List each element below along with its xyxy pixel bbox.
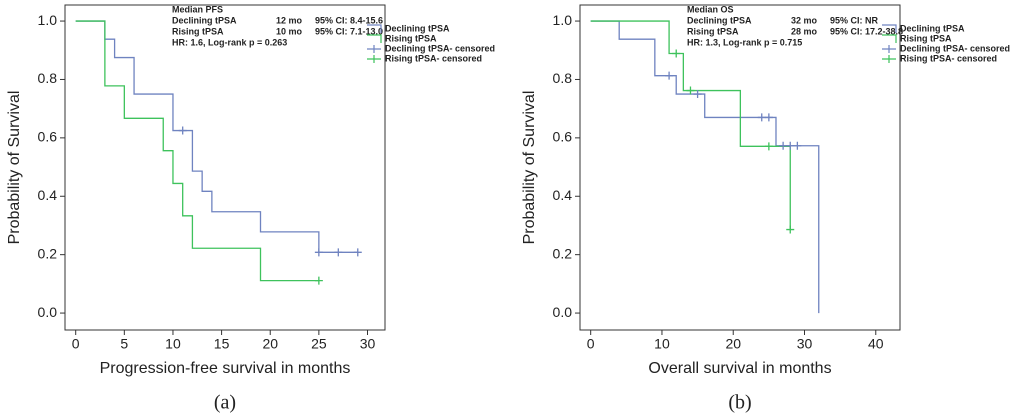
censor-mark	[334, 248, 343, 257]
annotation-cell: 10 mo	[276, 26, 303, 36]
survival-curve	[590, 20, 791, 230]
legend-icon	[367, 24, 382, 33]
y-tick-label: 0.6	[38, 129, 58, 145]
annotation-title: Median OS	[687, 4, 734, 14]
x-tick-label: 5	[120, 336, 128, 352]
y-tick-label: 0.8	[553, 70, 573, 86]
y-tick-label: 0.8	[38, 70, 58, 86]
annotation-cell: 95% CI: NR	[830, 15, 879, 25]
x-tick-label: 0	[587, 336, 595, 352]
annotation-footer: HR: 1.6, Log-rank p = 0.263	[172, 37, 287, 47]
censor-mark	[665, 71, 674, 80]
x-tick-label: 30	[797, 336, 813, 352]
x-tick-label: 30	[360, 336, 376, 352]
censor-mark	[786, 141, 795, 150]
censor-mark	[686, 86, 695, 95]
legend-label: Rising tPSA- censored	[900, 53, 997, 63]
y-axis-label: Probability of Survival	[6, 91, 23, 245]
legend-icon	[367, 34, 382, 43]
censor-mark	[314, 276, 323, 285]
y-tick-label: 0.2	[553, 245, 573, 261]
censor-mark	[793, 141, 802, 150]
y-tick-label: 1.0	[38, 12, 58, 28]
censor-mark	[353, 248, 362, 257]
censor-mark	[178, 126, 187, 135]
x-tick-label: 40	[868, 336, 884, 352]
caption: (a)	[214, 392, 236, 414]
y-tick-label: 0.0	[553, 304, 573, 320]
y-tick-label: 0.0	[38, 304, 58, 320]
legend-label: Rising tPSA- censored	[385, 53, 482, 63]
legend-icon	[882, 45, 896, 53]
censor-mark	[693, 90, 702, 99]
censor-mark	[314, 248, 323, 257]
censor-mark	[779, 141, 788, 150]
x-axis-label: Progression-free survival in months	[100, 360, 351, 377]
legend-icon	[367, 45, 381, 53]
censor-mark	[764, 142, 773, 151]
censor-mark	[764, 113, 773, 122]
caption: (b)	[728, 392, 751, 414]
annotation-cell: 28 mo	[791, 26, 818, 36]
annotation-cell: Rising tPSA	[687, 26, 739, 36]
annotation-cell: 95% CI: 17.2-38.8	[830, 26, 903, 36]
censor-mark	[786, 225, 795, 234]
censor-mark	[672, 49, 681, 58]
legend-label: Declining tPSA- censored	[900, 43, 1010, 53]
survival-curve	[75, 20, 319, 282]
x-tick-label: 20	[262, 336, 278, 352]
x-tick-label: 0	[72, 336, 80, 352]
annotation-cell: 95% CI: 7.1-13.0	[315, 26, 383, 36]
legend-label: Rising tPSA	[385, 33, 437, 43]
survival-curve	[590, 20, 820, 314]
annotation-cell: Rising tPSA	[172, 26, 224, 36]
legend-label: Declining tPSA	[900, 23, 965, 33]
x-axis-label: Overall survival in months	[648, 360, 831, 377]
legend-label: Rising tPSA	[900, 33, 952, 43]
legend-icon	[367, 55, 381, 63]
survival-curve	[75, 20, 358, 253]
x-tick-label: 10	[165, 336, 181, 352]
annotation-footer: HR: 1.3, Log-rank p = 0.715	[687, 37, 802, 47]
annotation-cell: Declining tPSA	[172, 15, 237, 25]
annotation-title: Median PFS	[172, 4, 223, 14]
annotation-cell: 32 mo	[791, 15, 818, 25]
censor-mark	[757, 113, 766, 122]
y-tick-label: 0.4	[38, 187, 58, 203]
annotation-cell: 95% CI: 8.4-15.6	[315, 15, 383, 25]
x-tick-label: 20	[725, 336, 741, 352]
y-tick-label: 1.0	[553, 12, 573, 28]
y-tick-label: 0.4	[553, 187, 573, 203]
legend-icon	[882, 55, 896, 63]
x-tick-label: 10	[654, 336, 670, 352]
x-tick-label: 15	[214, 336, 230, 352]
legend-icon	[882, 24, 897, 33]
annotation-cell: Declining tPSA	[687, 15, 752, 25]
x-tick-label: 25	[311, 336, 327, 352]
legend-label: Declining tPSA- censored	[385, 43, 495, 53]
plot-frame	[64, 4, 386, 331]
legend-label: Declining tPSA	[385, 23, 450, 33]
y-tick-label: 0.6	[553, 129, 573, 145]
annotation-cell: 12 mo	[276, 15, 303, 25]
y-tick-label: 0.2	[38, 245, 58, 261]
legend-icon	[882, 34, 897, 43]
plot-frame	[579, 4, 901, 331]
y-axis-label: Probability of Survival	[521, 91, 538, 245]
